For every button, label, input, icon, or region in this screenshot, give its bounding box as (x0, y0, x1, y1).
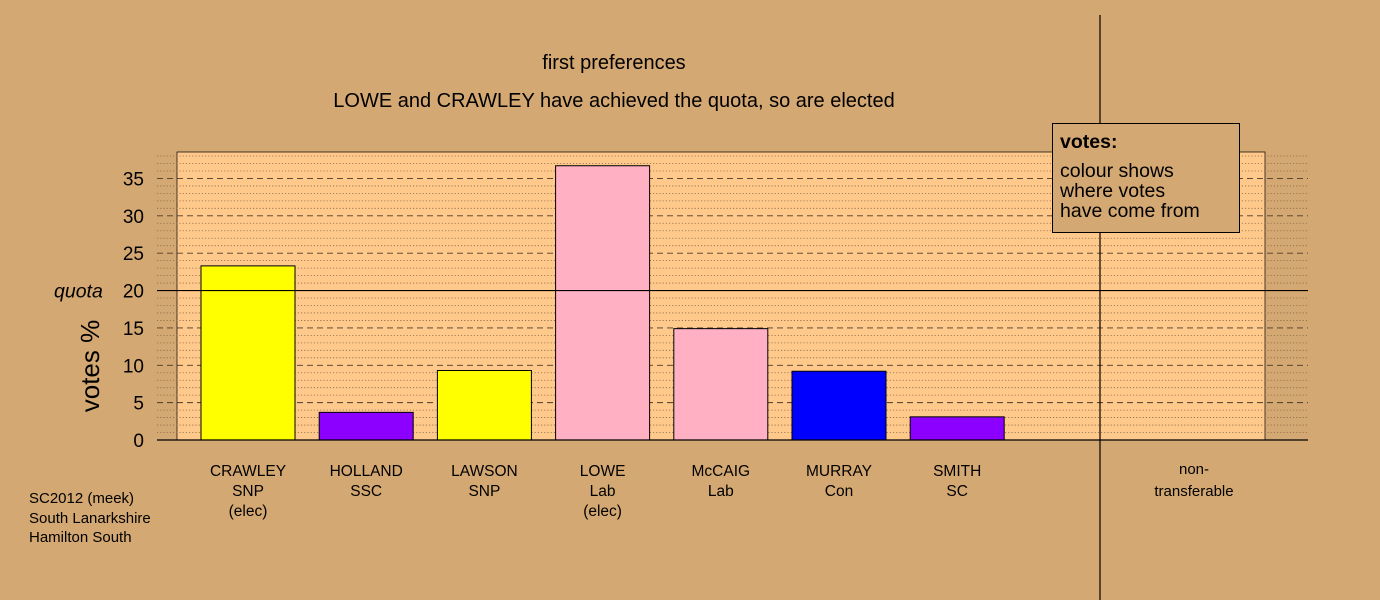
legend: votes: colour shows where votes have com… (1052, 123, 1240, 233)
bar-label-name: HOLLAND (330, 463, 403, 480)
legend-line-3: have come from (1060, 200, 1200, 222)
legend-title: votes: (1060, 131, 1118, 153)
nontransferable-label-line1: non- (1179, 461, 1209, 478)
bar-label-party: Con (825, 483, 853, 500)
bar-label-name: LAWSON (451, 463, 518, 480)
y-tick-label: 0 (133, 431, 144, 452)
footer-caption: SC2012 (meek) South Lanarkshire Hamilton… (29, 489, 151, 548)
bar-lowe (555, 165, 651, 441)
footer-council: South Lanarkshire (29, 509, 151, 527)
bar-crawley (200, 265, 296, 441)
bar-mccaig (673, 328, 769, 441)
y-tick-label: 30 (123, 207, 144, 228)
quota-label: quota (54, 281, 103, 303)
bar-label-party: SC (946, 483, 968, 500)
bar-label-party: Lab (708, 483, 734, 500)
footer-ward: Hamilton South (29, 529, 132, 546)
y-tick-label: 5 (133, 394, 144, 415)
bar-label-name: CRAWLEY (210, 463, 286, 480)
bar-label-status: (elec) (229, 503, 268, 520)
bar-label-party: SNP (468, 483, 500, 500)
y-tick-label: 15 (123, 319, 144, 340)
bar-label-name: SMITH (933, 463, 981, 480)
bar-murray (791, 370, 887, 441)
bar-smith (909, 416, 1005, 441)
y-tick-label: 35 (123, 169, 144, 190)
legend-line-2: where votes (1060, 180, 1166, 202)
bar-label-name: McCAIG (692, 463, 751, 480)
y-axis-label: votes % (75, 320, 105, 413)
bar-label-name: MURRAY (806, 463, 872, 480)
chart-subtitle: LOWE and CRAWLEY have achieved the quota… (333, 90, 895, 112)
bar-label-status: (elec) (583, 503, 622, 520)
bar-lawson (436, 370, 532, 441)
bar-label-party: Lab (590, 483, 616, 500)
bar-holland (318, 411, 414, 441)
bar-label-name: LOWE (580, 463, 626, 480)
y-tick-label: 25 (123, 244, 144, 265)
nontransferable-label-line2: transferable (1154, 483, 1233, 500)
y-tick-label: 10 (123, 356, 144, 377)
legend-line-1: colour shows (1060, 160, 1174, 182)
bar-label-party: SNP (232, 483, 264, 500)
footer-election: SC2012 (meek) (29, 490, 135, 507)
bar-label-party: SSC (350, 483, 382, 500)
y-tick-label: 20 (123, 282, 144, 303)
chart-title: first preferences (542, 52, 686, 74)
